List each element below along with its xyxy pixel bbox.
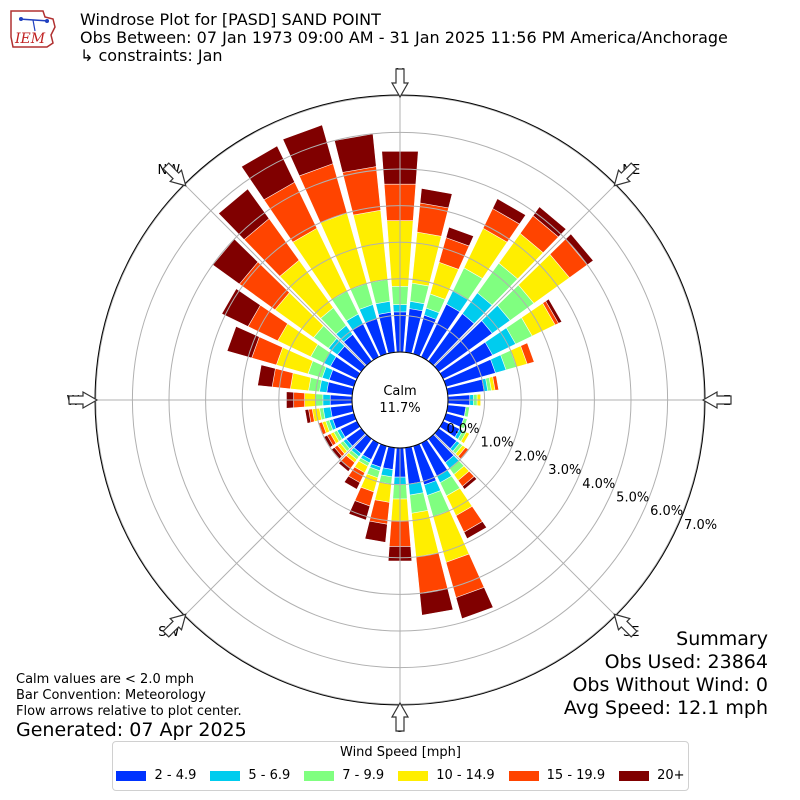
legend-label: 5 - 6.9 xyxy=(248,768,291,783)
legend-swatch xyxy=(116,770,147,781)
calm-label: Calm xyxy=(383,384,416,399)
calm-circle xyxy=(351,351,449,449)
legend-item: 7 - 9.9 xyxy=(304,768,384,783)
radial-tick-label: 2.0% xyxy=(514,449,547,464)
constraints: ↳ constraints: Jan xyxy=(80,46,223,65)
chart-title: Windrose Plot for [PASD] SAND POINT xyxy=(80,10,381,29)
grid-spoke xyxy=(433,183,617,367)
flow-arrows-note: Flow arrows relative to plot center. xyxy=(16,704,242,719)
legend-label: 15 - 19.9 xyxy=(546,768,606,783)
obs-without-wind: Obs Without Wind: 0 xyxy=(572,674,768,696)
flow-arrow-icon xyxy=(613,613,638,638)
windrose-grid xyxy=(94,94,706,706)
avg-speed: Avg Speed: 12.1 mph xyxy=(563,697,768,719)
legend-label: 20+ xyxy=(657,768,685,783)
legend-swatch xyxy=(304,770,335,781)
legend-item: 5 - 6.9 xyxy=(210,768,290,783)
flow-arrows xyxy=(68,68,732,732)
legend-swatch xyxy=(210,770,241,781)
radial-tick-label: 0.0% xyxy=(447,422,480,437)
legend-item: 10 - 14.9 xyxy=(398,768,495,783)
generated-date: Generated: 07 Apr 2025 xyxy=(16,719,247,741)
chart-header: Windrose Plot for [PASD] SAND POINT Obs … xyxy=(80,11,728,65)
grid-spoke xyxy=(433,433,617,617)
notes: Calm values are < 2.0 mph Bar Convention… xyxy=(16,672,242,720)
flow-arrow-icon xyxy=(701,390,732,410)
obs-between: Obs Between: 07 Jan 1973 09:00 AM - 31 J… xyxy=(80,28,728,47)
bar-convention-note: Bar Convention: Meteorology xyxy=(16,688,206,703)
radial-tick-label: 5.0% xyxy=(616,491,649,506)
radial-tick-label: 3.0% xyxy=(548,463,581,478)
summary-box: Summary Obs Used: 23864 Obs Without Wind… xyxy=(564,628,768,720)
iem-logo: IEM xyxy=(10,10,56,48)
legend-items: 2 - 4.9 5 - 6.9 7 - 9.9 10 - 14.9 15 - 19.9 2… xyxy=(113,768,688,783)
legend-label: 2 - 4.9 xyxy=(154,768,197,783)
legend-label: 10 - 14.9 xyxy=(436,768,495,783)
flow-arrow-icon xyxy=(162,613,187,638)
legend-title: Wind Speed [mph] xyxy=(340,745,461,760)
legend: Wind Speed [mph] 2 - 4.9 5 - 6.9 7 - 9.9 10… xyxy=(112,741,689,791)
radial-tick-label: 7.0% xyxy=(684,518,717,533)
calm-note: Calm values are < 2.0 mph xyxy=(16,672,195,687)
flow-arrow-icon xyxy=(390,68,410,99)
legend-item: 20+ xyxy=(619,768,685,783)
flow-arrow-icon xyxy=(68,390,99,410)
legend-item: 15 - 19.9 xyxy=(508,768,606,783)
flow-arrow-icon xyxy=(162,162,187,187)
logo-text: IEM xyxy=(14,31,46,47)
flow-arrow-icon xyxy=(390,701,410,732)
flow-arrow-icon xyxy=(613,162,638,187)
legend-swatch xyxy=(619,770,650,781)
radial-tick-label: 6.0% xyxy=(650,504,683,519)
radial-tick-label: 4.0% xyxy=(582,477,615,492)
grid-spoke xyxy=(183,433,367,617)
legend-swatch xyxy=(508,770,539,781)
radial-tick-label: 1.0% xyxy=(480,436,513,451)
legend-item: 2 - 4.9 xyxy=(116,768,196,783)
summary-title: Summary xyxy=(676,628,768,650)
legend-swatch xyxy=(398,770,429,781)
calm-value: 11.7% xyxy=(379,401,420,416)
legend-label: 7 - 9.9 xyxy=(342,768,385,783)
radial-tick-labels: 0.0%1.0%2.0%3.0%4.0%5.0%6.0%7.0% xyxy=(447,422,718,533)
grid-spoke xyxy=(183,183,367,367)
obs-used: Obs Used: 23864 xyxy=(604,651,768,673)
